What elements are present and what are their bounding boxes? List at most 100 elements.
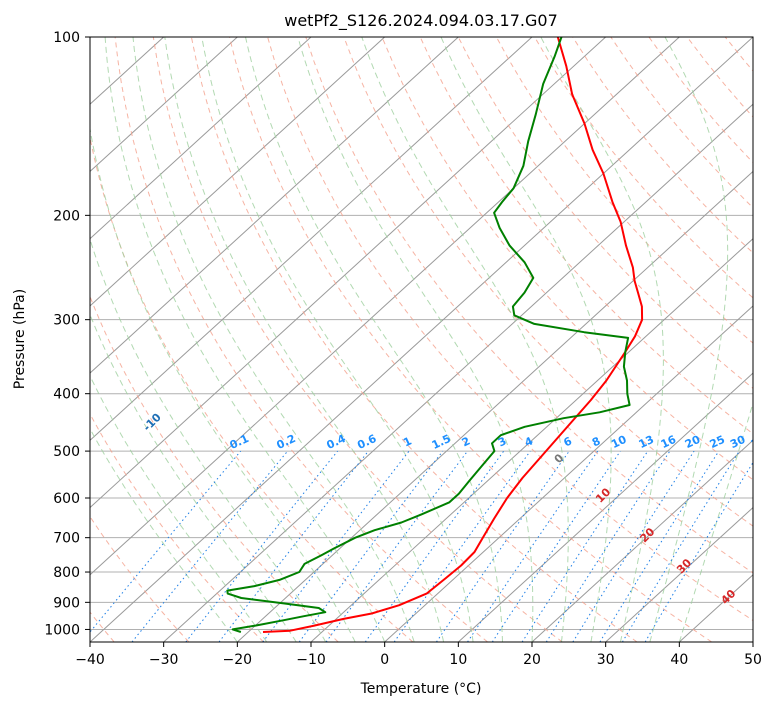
mixing-ratio-line (262, 450, 410, 642)
y-tick-label: 200 (53, 208, 80, 224)
y-tick-label: 700 (53, 531, 80, 547)
moist-adiabat-line (440, 37, 612, 642)
x-tick-label: 10 (449, 652, 467, 668)
mixing-ratio-label: 1 (401, 434, 413, 449)
x-tick-label: 30 (597, 652, 615, 668)
mixing-ratio-label: 6 (562, 434, 575, 449)
dry-adiabat-line (648, 37, 753, 164)
mixing-ratio-label: 0.1 (228, 432, 251, 452)
mixing-ratio-label: 10 (609, 433, 629, 451)
isotherm-line (90, 37, 386, 307)
y-axis: 100 200 300 400 500 600 700 800 900 1000 (44, 30, 90, 638)
y-tick-label: 300 (53, 313, 80, 329)
x-tick-label: −30 (149, 652, 179, 668)
mixing-ratio-label: 16 (659, 433, 679, 451)
moist-adiabat-label: 30 (674, 556, 694, 576)
dry-adiabat-line (152, 37, 563, 642)
dry-adiabat-line (114, 37, 488, 642)
mixing-ratio-line (521, 450, 649, 642)
moist-adiabat-label: 0 (552, 451, 567, 466)
dry-adiabat-label: -30 (0, 327, 12, 350)
x-tick-label: 50 (744, 652, 762, 668)
mixing-ratio-label: 20 (683, 433, 703, 451)
mixing-ratio-label: 36 (749, 433, 769, 451)
y-tick-label: 1000 (44, 622, 80, 638)
dry-adiabat-line (267, 37, 753, 622)
plot-frame (89, 36, 754, 643)
isotherm-line (605, 506, 753, 642)
mixing-ratio-line (545, 450, 671, 642)
moist-adiabat-label: 20 (637, 525, 657, 545)
dry-adiabat-line (610, 37, 753, 209)
isotherm-line (90, 37, 459, 374)
moist-adiabat-line (164, 37, 445, 642)
mixing-ratio-label: 25 (708, 433, 727, 451)
moist-adiabat-line (132, 37, 415, 642)
plot-area: 0.10.20.40.611.52346810131620253036-100-… (0, 37, 775, 642)
temperature-profile (262, 37, 644, 633)
dry-adiabat-label: -10 (141, 410, 164, 433)
moist-adiabat-line (678, 401, 753, 642)
mixing-ratio-line (621, 450, 740, 642)
y-tick-label: 800 (53, 565, 80, 581)
mixing-ratio-line (644, 461, 753, 642)
x-tick-label: 0 (380, 652, 389, 668)
isotherm-line (90, 37, 680, 576)
mixing-ratio-line (599, 450, 720, 642)
x-tick-label: −10 (296, 652, 326, 668)
moist-adiabat-line (90, 427, 238, 642)
dry-adiabat-line (343, 37, 753, 527)
y-tick-label: 100 (53, 30, 80, 46)
x-tick-label: −40 (75, 652, 105, 668)
isotherm-line (163, 103, 753, 642)
isotherm-line (90, 37, 607, 509)
isotherm-line (384, 305, 753, 642)
dry-adiabat-line (724, 37, 753, 72)
mixing-ratio-line (90, 450, 242, 633)
y-tick-label: 900 (53, 595, 80, 611)
dry-adiabat-line (229, 37, 712, 642)
x-axis: −40 −30 −20 −10 0 10 20 30 40 50 (75, 642, 762, 668)
dry-adiabat-line (534, 37, 753, 299)
moist-adiabat-line (201, 37, 474, 642)
chart-title: wetPf2_S126.2024.094.03.17.G07 (284, 11, 558, 31)
dry-adiabat-line (90, 412, 264, 642)
isotherm-line (90, 37, 533, 442)
mixing-ratio-label: 0.2 (275, 432, 298, 452)
mixing-ratio-line (491, 450, 621, 642)
dry-adiabat-line (90, 135, 414, 642)
moist-adiabat-line (90, 374, 268, 642)
y-tick-label: 600 (53, 491, 80, 507)
dry-adiabat-line (90, 295, 339, 642)
mixing-ratio-line (185, 450, 338, 642)
mixing-ratio-line (131, 450, 288, 642)
moist-adiabat-line (297, 37, 534, 642)
x-tick-label: −20 (223, 652, 253, 668)
isotherm-line (457, 372, 753, 642)
dewpoint-profile (226, 37, 631, 633)
y-axis-label: Pressure (hPa) (12, 289, 28, 389)
moist-adiabat-line (90, 125, 356, 642)
dry-adiabat-line (763, 37, 775, 642)
x-tick-label: 20 (523, 652, 541, 668)
isotherm-line (90, 37, 753, 642)
isotherm-line (90, 37, 238, 173)
moist-adiabat-line (649, 37, 729, 642)
isotherm-line (752, 641, 753, 642)
moist-adiabat-line (245, 37, 503, 642)
mixing-ratio-line (364, 450, 505, 642)
dry-adiabat-line (495, 37, 753, 344)
mixing-ratio-label: 13 (637, 433, 656, 451)
mixing-ratio-line (393, 450, 531, 642)
dry-adiabat-line (190, 37, 638, 642)
y-tick-label: 500 (53, 444, 80, 460)
moist-adiabat-line (361, 37, 569, 642)
mixing-ratio-label: 0.4 (325, 432, 348, 452)
moist-adiabat-line (104, 37, 386, 642)
dry-adiabat-line (305, 37, 753, 574)
moist-adiabat-line (540, 37, 664, 642)
dry-adiabat-line (90, 515, 190, 642)
mixing-ratio-line (572, 450, 695, 642)
x-axis-label: Temperature (°C) (360, 681, 482, 697)
